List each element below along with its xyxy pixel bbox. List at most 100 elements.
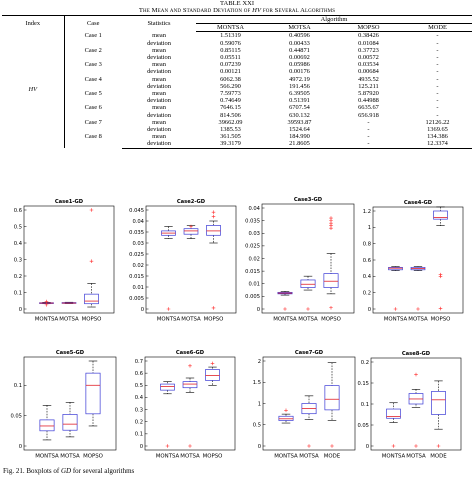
category-label: MOPSO: [321, 317, 341, 323]
table-number: TABLE XXI: [219, 0, 255, 7]
iqr-box: [182, 381, 198, 389]
panel-frame: [372, 206, 464, 314]
value-cell: 0.74649: [220, 97, 241, 105]
y-tick-label: 0.01: [132, 285, 144, 291]
y-tick-label: 0.1: [14, 290, 22, 296]
outlier-marker: [165, 444, 170, 448]
outlier-marker: [438, 274, 443, 279]
y-tick-label: 0.6: [135, 371, 143, 377]
header-case: Case: [64, 14, 122, 32]
value-cell: 4935.52: [358, 75, 379, 83]
index-cell: HV: [2, 31, 65, 149]
y-tick-label: 0.5: [135, 383, 143, 389]
table-row: deviation 0.74649 0.51391 0.44988 -: [2, 97, 472, 104]
statistic-cell: mean: [152, 46, 166, 54]
y-tick-label: 0: [257, 307, 260, 313]
y-tick-label: 0.5: [14, 224, 22, 230]
value-cell: 0.37723: [358, 46, 379, 54]
y-tick-label: 0.05: [357, 423, 369, 429]
value-cell: 0.01084: [358, 39, 379, 47]
value-cell: -: [436, 90, 439, 98]
value-cell: 0.00433: [289, 39, 310, 47]
header-mode: MODE: [403, 23, 472, 33]
value-cell: -: [436, 82, 439, 90]
y-tick-label: 0.8: [363, 241, 371, 247]
value-cell: 21.8605: [265, 140, 334, 149]
panel-frame: [144, 356, 236, 451]
table-row: deviation 0.59076 0.00433 0.01084 -: [2, 40, 472, 47]
value-cell: 0.38426: [358, 32, 379, 40]
statistic-cell: mean: [152, 90, 166, 98]
y-tick-label: 1: [368, 225, 371, 231]
iqr-box: [84, 293, 99, 305]
value-cell: -: [436, 54, 439, 62]
table-row: Case 3 mean 0.07239 0.05986 0.03534 -: [2, 61, 472, 68]
outlier-marker: [391, 444, 396, 448]
figure-caption-post: for several algorithms: [71, 467, 135, 475]
outlier-marker: [306, 307, 310, 311]
outlier-marker: [307, 444, 311, 448]
y-tick-label: 0.03: [132, 241, 144, 247]
figure-caption-metric: GD: [60, 467, 72, 475]
iqr-box: [160, 383, 175, 391]
y-tick-label: 0.035: [245, 218, 260, 224]
value-cell: 0.05986: [289, 61, 310, 69]
category-label: MOTSA: [299, 454, 319, 460]
category-label: MOTSA: [408, 317, 428, 323]
table-row: Case 4 mean 6062.38 4972.19 4935.52 -: [2, 76, 472, 83]
y-tick-label: 0.02: [248, 256, 260, 262]
y-tick-label: 0.035: [129, 230, 144, 236]
outlier-marker: [89, 259, 94, 263]
value-cell: -: [436, 39, 439, 47]
boxplot-panel-8: Case8-GD 0 0.05 0.1 0.15 0.2 MONTSA MOTSA MODE: [357, 351, 462, 460]
y-tick-label: 0.04: [132, 219, 144, 225]
outlier-marker: [44, 303, 49, 307]
case-cell: Case 7: [84, 118, 102, 126]
value-cell: -: [367, 126, 370, 134]
category-label: MOTSA: [59, 317, 79, 323]
y-tick-label: 2: [258, 359, 261, 365]
value-cell: 0.59076: [220, 39, 241, 47]
value-cell: 39593.87: [287, 118, 312, 126]
value-cell: 1.51319: [220, 32, 241, 40]
panel-frame: [261, 203, 355, 314]
value-cell: 361.505: [220, 133, 241, 141]
statistic-cell: mean: [152, 61, 166, 69]
value-cell: -: [436, 75, 439, 83]
outlier-marker: [436, 444, 441, 448]
table-title: The Mean and Standard Deviation of HV fo…: [0, 7, 474, 14]
outlier-marker: [211, 306, 216, 310]
iqr-box: [62, 414, 78, 431]
value-cell: 39.3179: [196, 140, 265, 149]
y-tick-label: 0.4: [363, 274, 372, 280]
y-tick-label: 0: [258, 444, 261, 450]
y-tick-label: 0.015: [129, 274, 144, 280]
table-title-pre: The Mean and Standard Deviation of: [138, 7, 253, 14]
value-cell: -: [367, 118, 370, 126]
boxplot-panel-3: Case3-GD 0 0.005 0.01 0.015 0.02 0.025 0.03 0.03…: [245, 197, 355, 323]
outlier-marker: [166, 307, 171, 311]
case-cell: Case 5: [84, 90, 102, 98]
outlier-marker: [189, 224, 193, 229]
outlier-marker: [283, 307, 287, 311]
panel-title: Case4-GD: [404, 200, 433, 206]
y-tick-label: 0.3: [135, 407, 143, 413]
value-cell: -: [436, 111, 439, 119]
y-tick-label: 0.1: [14, 383, 22, 389]
value-cell: 0.40596: [289, 32, 310, 40]
category-label: MONTSA: [273, 317, 297, 323]
header-montsa: MONTSA: [196, 23, 265, 33]
y-tick-label: 0.025: [245, 244, 260, 250]
table-row: deviation 39.3179 21.8605-12.3374: [2, 140, 472, 149]
outlier-marker: [416, 307, 420, 311]
boxplot-panel-2: Case2-GD 0 0.005 0.01 0.015 0.02 0.025 0.03 0.03…: [129, 199, 237, 323]
header-algorithm: Algorithm: [196, 14, 472, 25]
value-cell: 125.211: [358, 82, 379, 90]
iqr-box: [300, 279, 316, 288]
outlier-marker: [329, 305, 333, 310]
category-label: MONTSA: [157, 317, 181, 323]
iqr-box: [324, 385, 340, 411]
value-cell: 39662.09: [218, 118, 243, 126]
value-cell: 191.456: [289, 82, 310, 90]
iqr-box: [433, 210, 448, 220]
